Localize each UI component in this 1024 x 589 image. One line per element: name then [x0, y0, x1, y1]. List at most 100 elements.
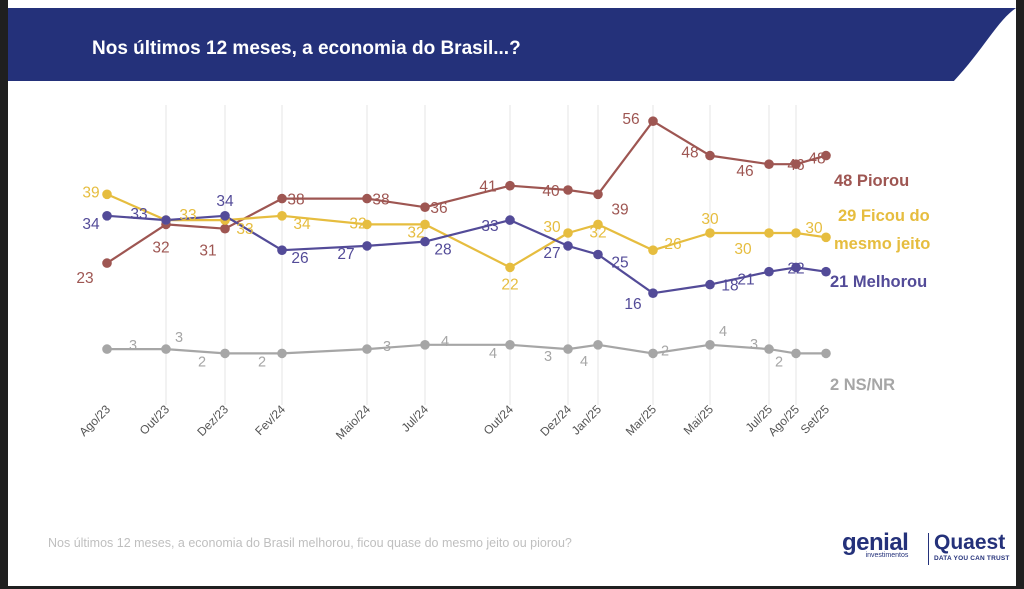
data-point: [420, 219, 430, 230]
data-point: [791, 228, 801, 238]
data-point: [277, 348, 287, 359]
data-label: 33: [179, 207, 196, 224]
series-end-label: 29 Ficou do: [838, 207, 930, 225]
data-point: [791, 159, 801, 169]
x-tick-label: Jan/25: [569, 402, 605, 438]
x-tick-label: Mar/25: [623, 402, 660, 439]
data-point: [821, 348, 831, 359]
data-point: [705, 340, 715, 350]
data-point: [362, 241, 372, 251]
data-point: [764, 228, 774, 238]
data-point: [220, 223, 230, 234]
data-point: [102, 258, 112, 268]
header-curve: [953, 8, 1016, 82]
data-point: [505, 262, 515, 273]
data-label: 40: [542, 183, 560, 200]
header-bar: Nos últimos 12 meses, a economia do Bras…: [8, 8, 1016, 81]
data-label: 3: [175, 330, 183, 346]
data-point: [420, 202, 430, 212]
data-label: 2: [198, 354, 206, 370]
x-tick-label: Out/23: [137, 402, 173, 438]
x-tick-label: Set/25: [798, 402, 833, 437]
genial-logo: genial investimentos: [842, 531, 909, 560]
data-label: 3: [129, 338, 137, 354]
data-label: 2: [775, 354, 783, 370]
data-point: [648, 245, 658, 255]
data-label: 30: [543, 219, 561, 236]
data-label: 48: [808, 151, 825, 168]
data-point: [593, 340, 603, 350]
data-label: 3: [750, 337, 758, 353]
quaest-logo: Quaest DATA YOU CAN TRUST: [934, 531, 1010, 563]
data-label: 4: [489, 346, 497, 362]
data-point: [563, 344, 573, 354]
data-label: 39: [82, 184, 99, 201]
data-label: 21: [737, 272, 754, 289]
chart-title: Nos últimos 12 meses, a economia do Bras…: [92, 38, 521, 59]
x-tick-label: Ago/23: [76, 402, 113, 439]
data-point: [593, 249, 603, 260]
x-tick-label: Fev/24: [252, 402, 288, 438]
data-label: 48: [681, 145, 698, 162]
data-point: [420, 236, 430, 247]
data-point: [821, 232, 831, 243]
data-point: [648, 288, 658, 299]
data-point: [362, 219, 372, 230]
series-line: [107, 343, 826, 355]
data-point: [791, 262, 801, 273]
data-point: [420, 340, 430, 350]
data-label: 2: [661, 343, 669, 359]
data-label: 4: [580, 354, 588, 370]
x-tick-label: Ago/25: [765, 402, 802, 439]
quaest-logo-name: Quaest: [934, 531, 1006, 554]
data-point: [705, 150, 715, 161]
data-label: 30: [701, 211, 719, 228]
data-label: 56: [622, 111, 639, 128]
data-label: 33: [130, 206, 147, 223]
data-label: 38: [372, 192, 389, 209]
data-point: [362, 344, 372, 354]
data-label: 4: [441, 334, 449, 350]
data-point: [362, 193, 372, 204]
data-point: [220, 211, 230, 221]
data-label: 26: [664, 236, 681, 253]
data-point: [821, 266, 831, 277]
data-point: [102, 189, 112, 200]
data-label: 2: [258, 354, 266, 370]
data-point: [277, 211, 287, 221]
series-end-label: mesmo jeito: [834, 235, 930, 253]
question-text: Nos últimos 12 meses, a economia do Bras…: [48, 536, 572, 550]
data-point: [593, 219, 603, 230]
data-label: 31: [199, 243, 216, 260]
quaest-logo-tagline: DATA YOU CAN TRUST: [934, 555, 1010, 562]
data-label: 33: [481, 218, 498, 235]
data-point: [277, 245, 287, 255]
data-point: [505, 340, 515, 350]
data-label: 32: [407, 224, 424, 241]
data-point: [505, 215, 515, 225]
x-tick-label: Dez/24: [537, 402, 574, 439]
data-label: 26: [291, 250, 308, 267]
series-end-label: 21 Melhorou: [830, 273, 927, 291]
data-label: 28: [434, 242, 451, 259]
data-label: 34: [82, 216, 100, 233]
data-point: [563, 228, 573, 238]
data-label: 18: [721, 278, 738, 295]
genial-logo-tagline: investimentos: [865, 552, 909, 559]
data-label: 3: [383, 339, 391, 355]
series-end-label: 48 Piorou: [834, 172, 909, 190]
data-point: [563, 185, 573, 195]
x-tick-label: Out/24: [481, 402, 517, 438]
data-label: 30: [805, 220, 823, 237]
data-label: 34: [216, 193, 234, 210]
data-point: [705, 228, 715, 238]
data-label: 38: [287, 192, 304, 209]
data-point: [220, 348, 230, 359]
data-label: 4: [719, 324, 727, 340]
data-point: [764, 344, 774, 354]
data-point: [821, 150, 831, 161]
data-label: 46: [736, 163, 753, 180]
data-label: 22: [501, 276, 518, 293]
data-label: 27: [543, 245, 560, 262]
logo-divider: [928, 533, 929, 565]
